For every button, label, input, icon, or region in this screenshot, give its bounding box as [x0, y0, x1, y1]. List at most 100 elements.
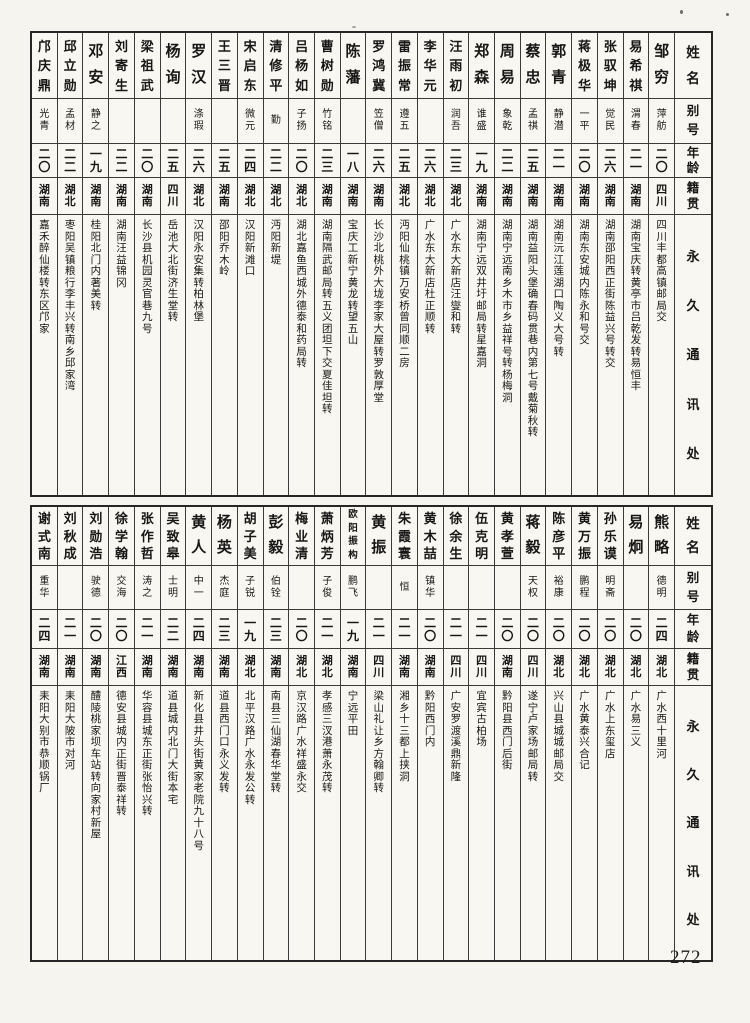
name-cell: 罗汉 [186, 33, 212, 99]
origin-cell: 湖南 [546, 178, 572, 215]
alias-cell [212, 99, 237, 144]
person-column: 陈彦平 裕康 二〇 湖北 兴山县城城邮局交 [545, 507, 572, 960]
name-cell: 胡子美 [237, 507, 263, 566]
origin-cell: 湖北 [572, 649, 597, 686]
address-cell: 桂阳北门内著美转 [90, 220, 102, 312]
person-column: 郑森 谁盛 一九 湖南 湖南宁远双井圩邮局转星嘉洞 [468, 33, 494, 495]
name-cell: 曹树勋 [314, 33, 340, 99]
address-cell: 宝庆工新宁黄龙转望五山 [347, 220, 359, 346]
name-cell: 刘秋成 [57, 507, 83, 566]
origin-cell: 湖北 [417, 178, 443, 215]
origin-cell: 湖南 [366, 178, 392, 215]
page-number: 272 [670, 947, 702, 968]
alias-cell: 驶德 [83, 566, 109, 610]
origin-cell: 湖北 [289, 649, 314, 686]
name-cell: 蒋极华 [572, 33, 597, 99]
age-cell: 二〇 [597, 610, 623, 649]
directory-table-bottom: 姓名 别号 年龄 籍贯 永久通讯处 熊略 德明 二四 湖北 广水西十里河 易炯 … [30, 505, 713, 962]
person-column: 黄人 中一 二四 湖南 新化县井头街黄家老院九十八号 [185, 507, 212, 960]
origin-cell: 湖南 [134, 649, 160, 686]
origin-cell: 湖北 [186, 178, 212, 215]
person-column: 朱霞寰 恒 二一 湖南 湘乡十三都上挟洞 [391, 507, 417, 960]
origin-cell: 湖南 [212, 178, 237, 215]
alias-cell: 子扬 [289, 99, 314, 144]
age-cell: 二〇 [109, 610, 134, 649]
age-cell: 二一 [314, 610, 340, 649]
age-cell: 二〇 [289, 610, 314, 649]
alias-cell: 静之 [83, 99, 109, 144]
alias-cell: 交海 [109, 566, 134, 610]
header-alias-label: 别号 [675, 566, 711, 610]
name-cell: 邓安 [83, 33, 109, 99]
address-cell: 汉阳永安集转柏林堡 [193, 220, 204, 323]
header-alias-label: 别号 [675, 99, 711, 144]
address-cell: 四川丰都高镇邮局交 [656, 220, 667, 323]
alias-cell: 鹏程 [572, 566, 597, 610]
origin-cell: 四川 [520, 649, 546, 686]
person-column: 清修平 勤 二二 湖北 沔阳新堤 [262, 33, 289, 495]
alias-cell: 涤瑕 [186, 99, 212, 144]
alias-cell: 渭春 [623, 99, 649, 144]
alias-cell: 中一 [186, 566, 212, 610]
person-column: 曹树勋 竹铭 二三 湖南 湖南隔武邮局转五义团坦下交夏佳坦转 [313, 33, 340, 495]
name-cell: 黄木喆 [417, 507, 443, 566]
origin-cell: 四川 [649, 178, 674, 215]
age-cell: 二五 [520, 144, 546, 178]
person-column: 彭毅 伯铨 二三 湖南 南县三仙湖春华堂转 [262, 507, 289, 960]
person-column: 熊略 德明 二四 湖北 广水西十里河 [648, 507, 674, 960]
person-column: 孙乐谟 明斋 二〇 湖北 广水上东玺店 [596, 507, 623, 960]
name-cell: 邹穷 [649, 33, 674, 99]
address-cell: 湖南东安城内陈永和号交 [579, 220, 590, 346]
address-cell: 邵阳乔木岭 [219, 220, 230, 277]
address-cell: 广水西十里河 [656, 691, 667, 760]
alias-cell [366, 566, 392, 610]
origin-cell: 湖南 [57, 649, 83, 686]
address-cell: 湘乡十三都上挟洞 [399, 691, 410, 783]
age-cell: 二二 [109, 144, 134, 178]
origin-cell: 湖南 [83, 649, 109, 686]
age-cell: 二二 [263, 144, 289, 178]
person-column: 萧炳芳 子俊 二一 湖北 孝感三汊港萧永茂转 [313, 507, 340, 960]
name-cell: 清修平 [263, 33, 289, 99]
origin-cell: 湖南 [392, 649, 417, 686]
origin-cell: 湖南 [160, 649, 186, 686]
address-cell: 黔阳西门内 [424, 691, 436, 748]
person-column: 杨英 杰庭 二三 湖南 道县西门口永义发转 [211, 507, 237, 960]
age-cell: 二一 [392, 610, 417, 649]
alias-cell: 润吾 [443, 99, 469, 144]
age-cell: 二〇 [494, 610, 520, 649]
address-cell: 耒阳大别市恭顺锅厂 [39, 691, 50, 794]
age-cell: 一八 [340, 144, 366, 178]
person-column: 邝庆鼎 光青 二〇 湖南 嘉禾醉仙楼转东区邝家 [32, 33, 57, 495]
name-cell: 吕杨如 [289, 33, 314, 99]
alias-cell: 遵五 [392, 99, 417, 144]
origin-cell: 湖北 [392, 178, 417, 215]
age-cell: 二四 [32, 610, 57, 649]
name-cell: 梅业清 [289, 507, 314, 566]
person-column: 胡子美 子锐 一九 湖北 北平汉路广水永发公转 [236, 507, 263, 960]
person-column: 邹穷 萍舫 二〇 四川 四川丰都高镇邮局交 [648, 33, 674, 495]
address-cell: 耒阳大陂市对河 [64, 691, 76, 771]
origin-cell: 四川 [443, 649, 469, 686]
age-cell: 二六 [417, 144, 443, 178]
name-cell: 张驭坤 [597, 33, 623, 99]
alias-cell: 重华 [32, 566, 57, 610]
origin-cell: 湖北 [546, 649, 572, 686]
age-cell: 二三 [443, 144, 469, 178]
age-cell: 二〇 [83, 610, 109, 649]
age-cell: 二一 [546, 144, 572, 178]
origin-cell: 湖南 [314, 178, 340, 215]
address-cell: 宁远平田 [347, 691, 359, 737]
age-cell: 二二 [57, 144, 83, 178]
header-origin-label: 籍贯 [675, 178, 711, 215]
alias-cell: 裕康 [546, 566, 572, 610]
person-column: 刘寄生 二二 湖南 湖南汪益锦冈 [108, 33, 134, 495]
address-cell: 道县城内北门大街本宅 [167, 691, 179, 806]
address-cell: 南县三仙湖春华堂转 [270, 691, 282, 794]
person-column: 杨询 二五 四川 岳池大北街济生堂转 [159, 33, 186, 495]
address-cell: 广水上东玺店 [604, 691, 616, 760]
name-cell: 陈藩 [340, 33, 366, 99]
scan-speck [352, 26, 356, 28]
name-cell: 王三晋 [212, 33, 237, 99]
address-cell: 湖南邵阳西正街陈益兴号转交 [604, 220, 616, 369]
